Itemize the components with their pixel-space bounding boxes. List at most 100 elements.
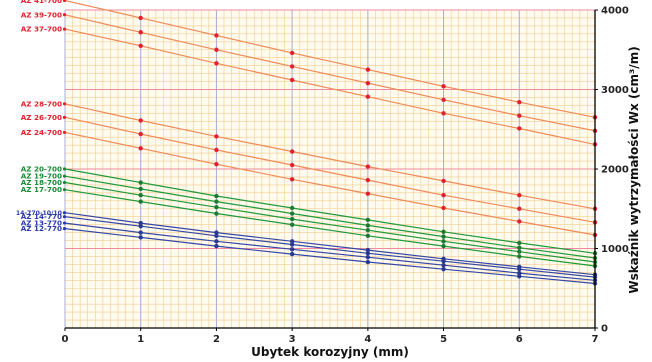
data-point <box>138 43 143 48</box>
data-point <box>517 245 522 250</box>
data-point <box>214 162 219 167</box>
data-point <box>214 193 219 199</box>
series-line <box>64 0 596 118</box>
data-point <box>365 233 371 238</box>
data-point <box>214 33 219 38</box>
data-point <box>517 274 522 279</box>
series-label-marker <box>62 102 67 106</box>
data-point <box>441 97 446 103</box>
series-label-marker <box>62 115 67 119</box>
data-point <box>138 30 143 35</box>
data-point <box>138 186 143 192</box>
series-line <box>64 168 596 254</box>
data-point <box>214 233 219 238</box>
x-tick-label: 3 <box>289 334 296 345</box>
data-point <box>214 199 219 204</box>
series-label-marker <box>62 215 67 219</box>
series-line <box>64 175 596 259</box>
data-point <box>289 242 295 247</box>
data-point <box>517 219 522 224</box>
series-line <box>64 228 596 285</box>
series-label: AZ 19-700 <box>21 172 62 181</box>
data-point <box>517 100 522 105</box>
data-point <box>365 255 371 260</box>
data-point <box>138 15 143 21</box>
x-tick-label: 6 <box>516 334 523 345</box>
series-label-marker <box>62 221 67 225</box>
data-point <box>289 222 295 227</box>
data-point <box>441 178 446 184</box>
data-point <box>365 251 371 256</box>
data-point <box>289 64 295 69</box>
series-label: AZ 13-770 <box>21 219 62 228</box>
data-point <box>214 47 219 52</box>
data-point <box>289 149 295 154</box>
series-line <box>64 216 596 278</box>
x-tick-label: 2 <box>213 334 220 345</box>
data-point <box>517 126 522 131</box>
series-label: AZ 18-700 <box>21 178 62 187</box>
data-point <box>289 247 295 252</box>
series-label-marker <box>62 130 67 135</box>
data-point <box>289 177 295 182</box>
series-label-marker <box>62 174 67 178</box>
series-labels: AZ 41-700 AZ 39-700 AZ 37-700 AZ 28-700 AZ 2… <box>16 0 67 233</box>
x-tick-labels: 0 1 2 3 4 5 6 7 <box>62 328 599 345</box>
y-tick-labels: 0 1000 2000 3000 4000 <box>595 6 629 335</box>
series-label-marker <box>62 188 67 192</box>
data-point <box>365 228 371 233</box>
data-point <box>365 67 371 72</box>
series-label: AZ 39-700 <box>21 10 62 19</box>
series-line <box>64 181 596 263</box>
data-point <box>441 84 446 89</box>
series-label: 14-770-10/10 <box>16 210 63 217</box>
data-point <box>138 230 143 235</box>
series-line <box>64 103 596 210</box>
series-label-marker <box>62 167 67 171</box>
data-point <box>517 266 522 272</box>
series-line <box>64 116 596 223</box>
x-axis-title: Ubytek korozyjny (mm) <box>251 345 409 359</box>
data-point <box>289 77 295 83</box>
data-point <box>138 146 143 151</box>
data-point <box>289 50 295 56</box>
series-label: AZ 20-700 <box>21 165 62 174</box>
x-tick-label: 4 <box>364 334 371 345</box>
data-point <box>441 193 446 198</box>
series-label: AZ 24-700 <box>21 128 62 137</box>
data-point <box>214 239 219 244</box>
series-label: AZ 26-700 <box>21 113 62 122</box>
data-point <box>138 118 143 123</box>
data-point <box>517 254 522 259</box>
data-point <box>365 223 371 228</box>
data-point <box>214 61 219 66</box>
series-line <box>64 14 596 132</box>
data-point <box>138 180 143 185</box>
data-point <box>517 113 522 118</box>
data-point <box>441 205 446 211</box>
data-point <box>517 193 522 198</box>
data-point <box>138 131 143 137</box>
y-tick-label: 3000 <box>601 85 629 96</box>
data-point <box>214 147 219 153</box>
series-label: AZ 37-700 <box>21 25 62 34</box>
data-point <box>365 80 371 86</box>
y-axis-title: Wskaźnik wytrzymałości Wx (cm³/m) <box>627 46 641 293</box>
data-point <box>289 216 295 222</box>
data-point <box>365 191 371 196</box>
data-point <box>441 243 446 249</box>
data-point <box>441 234 446 239</box>
data-point <box>365 247 371 253</box>
series-label-marker <box>62 227 67 231</box>
data-point <box>214 243 219 249</box>
x-tick-label: 1 <box>137 334 144 345</box>
data-point <box>138 235 143 240</box>
series-line <box>64 222 596 281</box>
data-point <box>441 239 446 244</box>
series-label-marker <box>62 0 67 3</box>
data-point <box>138 224 143 229</box>
data-point <box>441 259 446 264</box>
data-point <box>365 94 371 99</box>
series-lines <box>64 0 596 285</box>
